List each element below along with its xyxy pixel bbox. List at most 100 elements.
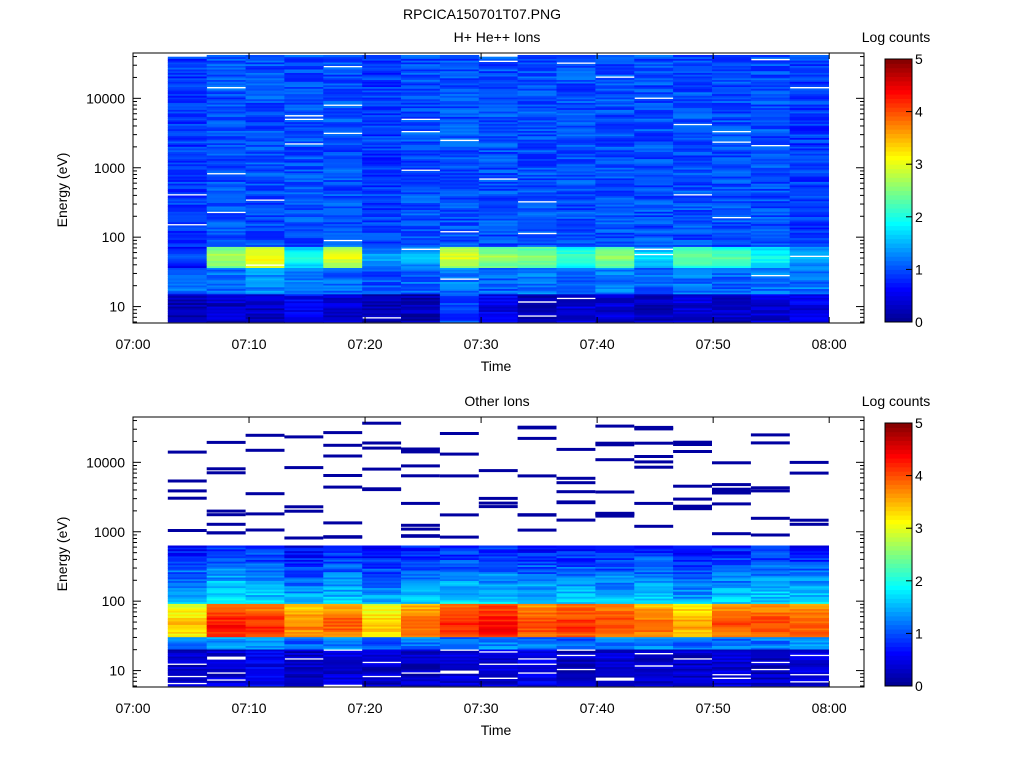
heatmap-cell — [478, 118, 519, 121]
heatmap-cell — [478, 65, 519, 68]
heatmap-cell — [556, 86, 596, 89]
heatmap-cell — [673, 566, 713, 569]
heatmap-cell — [556, 476, 596, 480]
heatmap-cell — [401, 281, 441, 284]
heatmap-cell — [362, 83, 402, 86]
heatmap-cell — [167, 592, 208, 596]
heatmap-cell — [673, 179, 713, 182]
heatmap-cell — [595, 313, 635, 316]
heatmap-cell — [245, 664, 285, 668]
heatmap-cell — [556, 84, 596, 87]
heatmap-cell — [634, 582, 674, 585]
heatmap-cell — [167, 213, 208, 216]
heatmap-cell — [206, 635, 246, 638]
heatmap-cell — [750, 165, 791, 168]
heatmap-cell — [323, 306, 363, 309]
heatmap-cell — [245, 211, 285, 214]
heatmap-cell — [362, 286, 402, 289]
heatmap-cell — [245, 197, 285, 200]
heatmap-cell — [750, 635, 791, 638]
heatmap-cell — [206, 304, 246, 307]
heatmap-cell — [362, 97, 402, 100]
heatmap-cell — [167, 220, 208, 223]
heatmap-cell — [284, 629, 324, 632]
heatmap-cell — [284, 134, 324, 137]
heatmap-cell — [362, 295, 402, 298]
colorbar-segment — [885, 72, 912, 78]
heatmap-cell — [323, 302, 363, 305]
heatmap-cell — [789, 218, 829, 221]
heatmap-cell — [595, 577, 635, 580]
heatmap-cell — [595, 141, 635, 144]
heatmap-cell — [362, 179, 402, 182]
heatmap-cell — [245, 218, 285, 221]
heatmap-cell — [556, 176, 596, 179]
heatmap-cell — [556, 283, 596, 286]
heatmap-cell — [478, 302, 519, 305]
heatmap-cell — [167, 235, 208, 239]
heatmap-cell — [712, 629, 752, 632]
heatmap-cell — [712, 550, 752, 553]
heatmap-cell — [673, 95, 713, 98]
heatmap-cell — [245, 645, 285, 648]
heatmap-cell — [167, 206, 208, 209]
heatmap-cell — [439, 242, 480, 246]
heatmap-cell — [401, 311, 441, 314]
heatmap-cell — [245, 56, 285, 59]
heatmap-cell — [750, 62, 791, 65]
heatmap-cell — [401, 55, 441, 58]
heatmap-cell — [362, 257, 402, 260]
heatmap-cell — [401, 299, 441, 302]
heatmap-cell — [595, 62, 635, 65]
heatmap-cell — [750, 288, 791, 291]
heatmap-cell — [362, 214, 402, 217]
heatmap-cell — [595, 177, 635, 181]
heatmap-cell — [362, 621, 402, 624]
heatmap-cell — [595, 606, 635, 610]
heatmap-cell — [556, 671, 596, 675]
heatmap-cell — [750, 633, 791, 636]
heatmap-cell — [517, 578, 557, 581]
heatmap-cell — [245, 255, 285, 258]
heatmap-cell — [750, 237, 791, 240]
heatmap-cell — [245, 636, 285, 639]
heatmap-cell — [750, 130, 791, 133]
heatmap-cell — [323, 283, 363, 286]
heatmap-cell — [634, 315, 674, 318]
heatmap-cell — [245, 299, 285, 302]
heatmap-cell — [206, 93, 246, 96]
heatmap-cell — [673, 577, 713, 580]
heatmap-cell — [167, 657, 208, 661]
heatmap-cell — [673, 278, 713, 281]
heatmap-cell — [789, 179, 829, 182]
heatmap-cell — [478, 278, 519, 281]
heatmap-cell — [634, 283, 674, 286]
heatmap-cell — [556, 232, 596, 235]
heatmap-cell — [789, 626, 829, 629]
heatmap-cell — [712, 153, 752, 156]
heatmap-cell — [206, 550, 246, 553]
heatmap-cell — [362, 585, 402, 589]
heatmap-cell — [673, 295, 713, 298]
heatmap-cell — [789, 220, 829, 223]
heatmap-cell — [712, 573, 752, 576]
heatmap-cell — [789, 141, 829, 144]
heatmap-cell — [517, 84, 557, 87]
heatmap-cell — [401, 165, 441, 168]
heatmap-cell — [401, 269, 441, 272]
heatmap-cell — [401, 200, 441, 203]
heatmap-cell — [750, 594, 791, 597]
heatmap-cell — [284, 148, 324, 151]
heatmap-cell — [245, 311, 285, 314]
heatmap-cell — [673, 545, 713, 548]
heatmap-cell — [712, 271, 752, 274]
heatmap-cell — [439, 615, 480, 618]
heatmap-cell — [556, 563, 596, 566]
heatmap-cell — [634, 74, 674, 77]
heatmap-cell — [401, 570, 441, 573]
heatmap-cell — [478, 104, 519, 107]
heatmap-cell — [284, 635, 324, 638]
heatmap-cell — [595, 237, 635, 240]
heatmap-cell — [712, 265, 752, 268]
